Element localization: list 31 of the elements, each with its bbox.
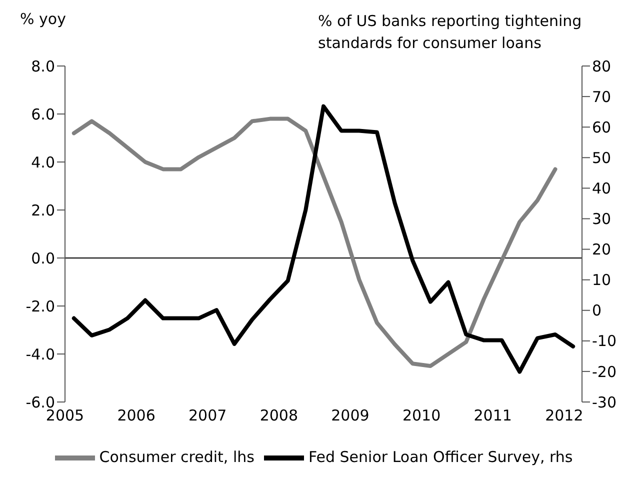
legend-label: Consumer credit, lhs	[99, 448, 254, 466]
x-tick-label: 2006	[117, 406, 156, 425]
y2-tick-label: -30	[592, 393, 616, 412]
x-tick-label: 2005	[46, 406, 84, 425]
x-tick-label: 2011	[474, 406, 512, 425]
y2-tick-label: 20	[592, 240, 612, 259]
y2-tick-label: 60	[592, 118, 612, 136]
y-tick-label: 0.0	[31, 249, 55, 268]
y-tick-label: -4.0	[26, 345, 55, 364]
y-tick-label: 8.0	[31, 57, 55, 76]
x-tick-label: 2012	[545, 406, 584, 425]
y-tick-label: 2.0	[31, 201, 55, 220]
x-tick-label: 2010	[402, 406, 441, 425]
y2-tick-label: 30	[592, 210, 612, 228]
y2-tick-label: 10	[592, 271, 612, 290]
y2-tick-label: 0	[592, 302, 602, 320]
y2-tick-label: -20	[592, 362, 616, 381]
y-tick-label: 6.0	[31, 105, 55, 124]
y2-tick-label: 80	[592, 57, 612, 76]
y2-axis-title: % of US banks reporting tightening standards for consumer loans	[318, 11, 583, 54]
x-tick-label: 2008	[260, 406, 298, 425]
y-axis-title: % yoy	[20, 10, 66, 28]
y2-tick-label: 40	[592, 180, 612, 198]
y2-tick-label: 50	[592, 148, 612, 167]
y2-tick-label: -10	[592, 332, 616, 350]
y2-tick-label: 70	[592, 88, 612, 106]
legend-label: Fed Senior Loan Officer Survey, rhs	[308, 448, 573, 466]
x-tick-label: 2009	[331, 406, 370, 425]
y-tick-label: -2.0	[26, 297, 55, 316]
y-tick-label: 4.0	[31, 153, 55, 172]
x-tick-label: 2007	[188, 406, 227, 425]
